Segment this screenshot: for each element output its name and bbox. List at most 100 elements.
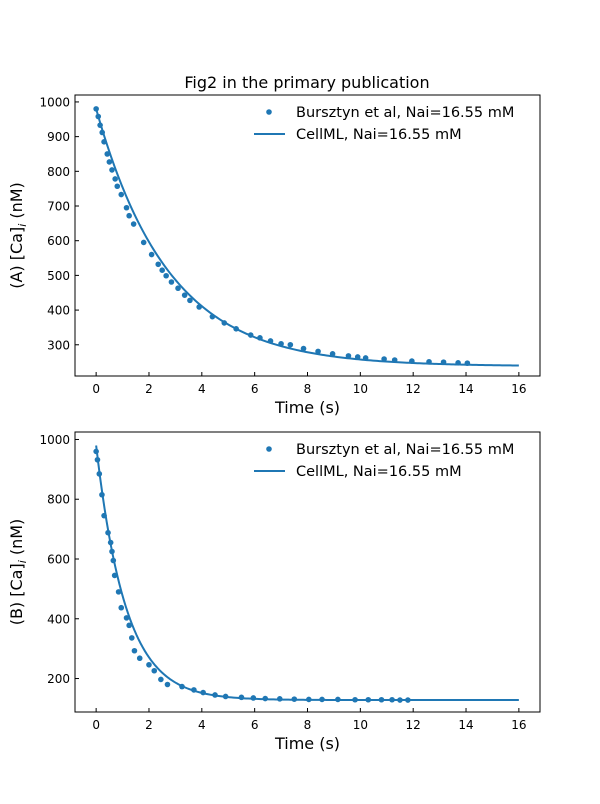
data-point	[99, 129, 106, 136]
data-point	[95, 113, 102, 120]
legend-label-model: CellML, Nai=16.55 mM	[296, 127, 462, 143]
panel-b-y-label-subscript: i	[16, 560, 29, 563]
data-point	[101, 139, 107, 145]
data-point	[187, 297, 193, 304]
data-point	[315, 348, 321, 355]
data-point	[96, 471, 103, 477]
data-point	[389, 696, 395, 703]
panel-a-y-label-unit: (nM)	[7, 182, 26, 224]
data-point	[168, 279, 175, 285]
data-point	[115, 589, 122, 595]
series-group	[93, 445, 519, 703]
data-point	[158, 676, 164, 683]
data-point	[345, 353, 352, 359]
data-point	[175, 285, 181, 292]
data-point	[109, 548, 115, 555]
legend-label-model: CellML, Nai=16.55 mM	[296, 464, 462, 480]
legend-label-experimental: Bursztyn et al, Nai=16.55 mM	[296, 442, 514, 458]
data-point	[179, 683, 185, 690]
data-point	[114, 183, 121, 190]
x-tick-label: 2	[145, 718, 153, 732]
data-point	[118, 191, 125, 198]
panel-a-plot-area	[93, 106, 519, 367]
data-point	[212, 692, 218, 698]
y-tick-label: 900	[47, 130, 70, 144]
panel-a-ticks: 0 2 4 6 8 10 12 14 16 300 400 500 600 700 800 900 1000	[39, 95, 526, 396]
data-point	[391, 357, 398, 363]
x-tick-label: 12	[406, 718, 421, 732]
data-point	[291, 696, 298, 702]
x-tick-label: 0	[92, 382, 100, 396]
data-point	[97, 122, 103, 128]
data-point	[464, 360, 471, 366]
y-tick-label: 1000	[39, 433, 70, 447]
panel-b-y-label-main: (B) [Ca]	[7, 563, 26, 625]
panel-a-y-label-main: (A) [Ca]	[7, 227, 26, 289]
data-point	[146, 661, 152, 668]
x-tick-label: 4	[198, 382, 206, 396]
data-point	[105, 529, 111, 536]
y-tick-label: 300	[47, 338, 70, 352]
data-point	[247, 332, 254, 338]
data-point	[118, 604, 125, 611]
data-point	[196, 304, 202, 310]
panel-b-y-axis-label: (B) [Ca]i (nM)	[7, 519, 29, 626]
data-point	[99, 491, 105, 498]
data-point	[110, 557, 117, 564]
x-tick-label: 12	[406, 382, 421, 396]
data-point	[352, 696, 358, 703]
data-point	[354, 354, 361, 360]
y-tick-label: 800	[47, 165, 70, 179]
x-tick-label: 0	[92, 718, 100, 732]
panel-b-x-axis-label: Time (s)	[274, 734, 340, 753]
data-point	[329, 351, 336, 357]
x-tick-label: 4	[198, 718, 206, 732]
data-point	[93, 106, 99, 112]
data-point	[378, 696, 385, 703]
y-tick-label: 700	[47, 200, 70, 214]
y-tick-label: 1000	[39, 95, 70, 109]
panel-b-legend: Bursztyn et al, Nai=16.55 mM CellML, Nai…	[254, 442, 514, 480]
data-point	[155, 261, 162, 268]
data-point	[200, 689, 206, 696]
figure-title: Fig2 in the primary publication	[184, 73, 429, 92]
legend-marker-icon	[266, 109, 272, 115]
panel-a-legend: Bursztyn et al, Nai=16.55 mM CellML, Nai…	[254, 105, 514, 143]
data-point	[455, 360, 461, 366]
data-point	[381, 356, 387, 362]
data-point	[136, 655, 143, 662]
x-tick-label: 16	[511, 718, 526, 732]
panel-a-y-axis-label: (A) [Ca]i (nM)	[7, 182, 29, 289]
y-tick-label: 600	[47, 234, 70, 248]
x-tick-label: 14	[458, 382, 473, 396]
y-tick-label: 500	[47, 269, 70, 283]
panel-b-ticks: 0 2 4 6 8 10 12 14 16 200 400 600 800 1000	[39, 433, 526, 732]
x-tick-label: 6	[251, 718, 259, 732]
data-point	[130, 221, 137, 227]
panel-a-axes-frame	[74, 94, 541, 377]
panel-a-x-axis-label: Time (s)	[274, 398, 340, 417]
data-point	[164, 681, 171, 688]
data-point	[93, 448, 99, 455]
data-point	[112, 176, 118, 182]
x-tick-label: 10	[353, 718, 368, 732]
data-point	[440, 359, 447, 365]
data-point	[191, 687, 197, 693]
data-point	[140, 239, 147, 246]
x-tick-label: 6	[251, 382, 259, 396]
data-point	[267, 338, 274, 344]
data-point	[238, 694, 245, 701]
data-point	[365, 696, 372, 703]
data-point	[262, 695, 269, 702]
panel-a: 0 2 4 6 8 10 12 14 16 300 400 500 600 700 800 900 1000 T…	[7, 94, 541, 417]
x-tick-label: 2	[145, 382, 153, 396]
data-point	[163, 272, 169, 279]
data-point	[126, 212, 132, 219]
data-point	[109, 167, 115, 173]
data-point	[151, 667, 158, 674]
data-point	[221, 320, 228, 326]
data-point	[101, 512, 107, 519]
data-point	[131, 647, 138, 654]
x-tick-label: 10	[353, 382, 368, 396]
